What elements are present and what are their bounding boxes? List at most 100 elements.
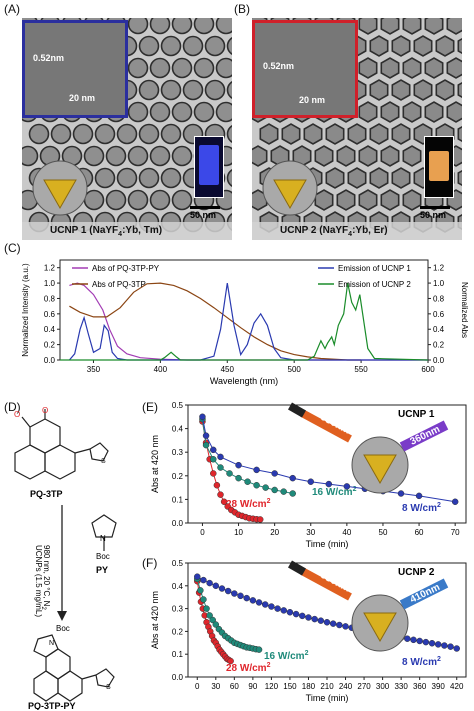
data-point xyxy=(428,640,436,647)
data-point xyxy=(410,636,417,644)
y-tick-label: 0.4 xyxy=(44,325,56,334)
x-tick-label: 30 xyxy=(306,528,315,537)
nanoparticle xyxy=(446,101,462,123)
nanoparticle xyxy=(380,18,400,35)
tem-image-ucnp2: 0.52nm 20 nm 50 nm UCNP 2 (NaYF4:Yb, Er) xyxy=(252,18,462,240)
data-point xyxy=(210,446,217,454)
nanoparticle xyxy=(369,167,389,189)
panel-d-label: (D) xyxy=(4,400,21,414)
nanoparticle xyxy=(94,123,116,145)
nanoparticle xyxy=(347,167,367,189)
data-point xyxy=(289,474,296,482)
y-tick-label: 0.4 xyxy=(172,582,184,591)
lattice-spacing-label: 0.52nm xyxy=(263,61,295,71)
data-point xyxy=(280,488,287,495)
data-point xyxy=(203,605,210,612)
data-point xyxy=(343,483,351,490)
x-tick-label: 30 xyxy=(211,682,220,691)
nanoparticle xyxy=(94,167,116,189)
nanoparticle xyxy=(380,145,400,167)
emission-wavelength: 410nm xyxy=(408,582,441,606)
nanoparticle xyxy=(325,123,345,145)
particle-name: UCNP 2 xyxy=(398,567,435,578)
series-label: 8 W/cm2 xyxy=(402,656,441,668)
nanoparticle xyxy=(435,35,455,57)
data-point xyxy=(224,587,232,595)
nanoparticle xyxy=(336,145,356,167)
data-point xyxy=(397,490,405,497)
nanoparticle xyxy=(215,57,232,79)
nanoparticle xyxy=(457,37,462,55)
plot-frame xyxy=(187,404,467,524)
x-tick-label: 150 xyxy=(283,682,297,691)
y-tick-label: 0.0 xyxy=(172,673,184,682)
nanoparticle xyxy=(116,167,138,189)
y-tick-label: 0.1 xyxy=(172,650,184,659)
x-tick-label: 120 xyxy=(265,682,279,691)
panel-e-label: (E) xyxy=(142,400,158,414)
nanoparticle xyxy=(171,57,193,79)
reactant-name: PQ-3TP xyxy=(30,489,63,499)
data-point xyxy=(226,470,233,477)
data-point xyxy=(200,596,207,603)
svg-text:N: N xyxy=(100,534,106,543)
nanoparticle xyxy=(413,79,433,101)
nanoparticle xyxy=(226,36,232,56)
x-tick-label: 350 xyxy=(87,365,101,374)
x-tick-label: 10 xyxy=(234,528,243,537)
x-tick-label: 0 xyxy=(200,528,205,537)
y-tick-label: 0.1 xyxy=(172,495,184,504)
nanoparticle xyxy=(182,79,204,101)
data-point xyxy=(311,615,318,623)
data-point xyxy=(307,478,315,485)
data-point xyxy=(220,498,228,506)
x-tick-label: 270 xyxy=(357,682,371,691)
y-tick-label: 0.8 xyxy=(44,294,56,303)
data-point xyxy=(280,607,288,614)
data-point xyxy=(217,453,224,461)
data-point xyxy=(422,638,430,646)
data-point xyxy=(227,657,234,665)
x-tick-label: 300 xyxy=(376,682,390,691)
nanoparticle xyxy=(160,167,182,189)
data-point xyxy=(212,582,220,590)
x-tick-label: 390 xyxy=(432,682,446,691)
svg-text:O: O xyxy=(14,410,20,419)
nanoparticle xyxy=(358,57,378,79)
nanoparticle xyxy=(116,123,138,145)
legend-label: Abs of PQ-3TP-PY xyxy=(92,264,160,273)
nanoparticle xyxy=(149,57,171,79)
x-tick-label: 360 xyxy=(413,682,427,691)
panel-c-label: (C) xyxy=(4,241,21,255)
scale-bar-a: 50 nm xyxy=(190,206,220,220)
data-point xyxy=(206,612,213,619)
nanoparticle xyxy=(424,18,444,35)
x-tick-label: 40 xyxy=(342,528,351,537)
legend-label: Abs of PQ-3TP xyxy=(92,280,146,289)
series-label: 16 W/cm2 xyxy=(264,650,309,662)
nanoparticle xyxy=(369,79,389,101)
y-right-tick-label: 0.8 xyxy=(433,294,445,303)
x-tick-label: 0 xyxy=(195,682,200,691)
y-tick-label: 0.2 xyxy=(44,341,56,350)
nanoparticle xyxy=(171,18,193,35)
nanoparticle xyxy=(149,145,171,167)
nanoparticle xyxy=(149,189,171,211)
emission-beam xyxy=(399,420,449,452)
data-point xyxy=(416,637,423,645)
nanoparticle xyxy=(28,123,50,145)
laser-pointer xyxy=(288,402,306,418)
particle-core xyxy=(363,454,397,485)
nanoparticle xyxy=(259,123,279,145)
condition-line1: 980 nm, 20 °C, N2 xyxy=(40,545,51,610)
kinetics-chart-ucnp2: 0 30 60 90 120 150 180 210 240 270 300 330 360 390 420… xyxy=(150,559,467,703)
nanoparticle xyxy=(424,57,444,79)
nanoparticle xyxy=(413,35,433,57)
nanoparticle xyxy=(171,101,193,123)
pq3tp-structure xyxy=(14,409,109,480)
y-tick-label: 1.0 xyxy=(44,279,56,288)
nanoparticle xyxy=(358,189,378,211)
data-point xyxy=(292,610,300,618)
laser-beam xyxy=(300,409,352,443)
data-point xyxy=(249,597,257,604)
